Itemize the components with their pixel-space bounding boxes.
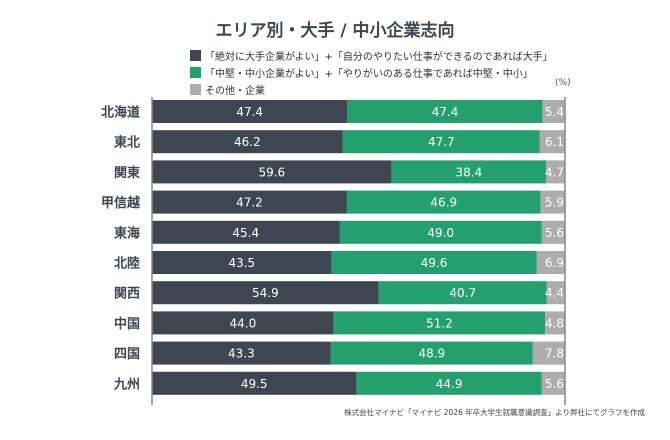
legend-label: 「絶対に大手企業がよい」+「自分のやりたい仕事ができるのであれば大手」 bbox=[205, 52, 553, 63]
bar-segment bbox=[330, 341, 533, 365]
data-label: 59.6 bbox=[258, 165, 285, 179]
data-label: 38.4 bbox=[456, 165, 483, 179]
data-label: 49.6 bbox=[421, 256, 448, 270]
bar-segment bbox=[541, 371, 565, 395]
bar-segment bbox=[152, 190, 347, 214]
category-label: 関東 bbox=[114, 165, 140, 181]
data-label: 47.7 bbox=[428, 135, 455, 149]
data-label: 4.7 bbox=[545, 165, 564, 179]
bar-segment bbox=[342, 130, 540, 154]
category-label: 東海 bbox=[114, 225, 140, 241]
data-label: 51.2 bbox=[426, 316, 453, 330]
bar-segment bbox=[152, 311, 334, 335]
legend-item-large: 「絶対に大手企業がよい」+「自分のやりたい仕事ができるのであれば大手」 bbox=[190, 48, 553, 63]
bar-segment bbox=[152, 130, 343, 154]
category-label: 九州 bbox=[113, 377, 140, 392]
data-label: 43.3 bbox=[228, 347, 255, 361]
chart-title: エリア別・大手 / 中小企業志向 bbox=[215, 21, 455, 41]
legend-swatch bbox=[190, 50, 201, 61]
data-label: 46.2 bbox=[234, 135, 261, 149]
unit-label: (%) bbox=[555, 78, 571, 88]
bar-segment bbox=[152, 220, 340, 244]
source-note: 株式会社マイナビ「マイナビ 2026 年卒大学生就職意識調査」より弊社にてグラフ… bbox=[344, 408, 645, 417]
bar-segment bbox=[536, 251, 565, 274]
data-label: 49.0 bbox=[427, 226, 454, 240]
bar-segment bbox=[152, 100, 348, 123]
legend-swatch bbox=[190, 84, 201, 95]
bar-segment bbox=[539, 130, 565, 154]
data-label: 6.1 bbox=[545, 135, 564, 149]
bar-segment bbox=[546, 160, 565, 184]
data-label: 5.6 bbox=[545, 226, 564, 240]
data-label: 4.8 bbox=[545, 316, 564, 330]
data-label: 47.2 bbox=[236, 196, 263, 210]
data-label: 44.0 bbox=[230, 316, 257, 330]
category-label: 東北 bbox=[114, 135, 140, 151]
bar-segment bbox=[152, 371, 357, 395]
data-label: 46.9 bbox=[430, 196, 457, 210]
bar-segment bbox=[152, 281, 379, 305]
data-label: 5.4 bbox=[545, 105, 564, 119]
bar-segment bbox=[545, 311, 565, 335]
data-label: 40.7 bbox=[449, 286, 476, 300]
data-label: 5.9 bbox=[545, 196, 564, 210]
legend-label: その他・企業 bbox=[205, 86, 265, 97]
category-label: 四国 bbox=[114, 347, 140, 362]
bar-segment bbox=[546, 281, 565, 305]
data-label: 48.9 bbox=[418, 347, 445, 361]
category-label: 甲信越 bbox=[101, 195, 141, 211]
bar-segment bbox=[339, 220, 542, 244]
data-label: 43.5 bbox=[228, 256, 255, 270]
bar-segment bbox=[541, 220, 565, 244]
category-label: 中国 bbox=[114, 316, 140, 332]
legend-item-small: 「中堅・中小企業がよい」+「やりがいのある仕事であれば中堅・中小」 bbox=[190, 65, 533, 80]
bar-segment bbox=[152, 251, 332, 274]
legend-label: 「中堅・中小企業がよい」+「やりがいのある仕事であれば中堅・中小」 bbox=[205, 69, 533, 80]
bar-segment bbox=[346, 190, 541, 214]
data-label: 54.9 bbox=[252, 286, 279, 300]
bar-segment bbox=[333, 311, 546, 335]
bar-segment bbox=[152, 160, 392, 184]
data-label: 6.9 bbox=[545, 256, 564, 270]
data-label: 44.9 bbox=[436, 377, 463, 391]
bar-segment bbox=[152, 341, 331, 365]
data-label: 7.8 bbox=[545, 347, 564, 361]
bar-segment bbox=[347, 100, 543, 123]
data-label: 47.4 bbox=[236, 105, 263, 119]
bar-segment bbox=[542, 100, 565, 123]
data-label: 47.4 bbox=[432, 105, 459, 119]
data-label: 45.4 bbox=[232, 226, 259, 240]
bar-segment bbox=[391, 160, 547, 184]
category-label: 北海道 bbox=[101, 105, 140, 121]
legend-swatch bbox=[190, 67, 201, 78]
bar-segment bbox=[331, 251, 537, 274]
legend-item-other: その他・企業 bbox=[190, 82, 265, 97]
bar-segment bbox=[356, 371, 542, 395]
category-label: 北陸 bbox=[114, 256, 140, 272]
bar-segment bbox=[540, 190, 565, 214]
data-label: 4.4 bbox=[545, 286, 564, 300]
data-label: 5.6 bbox=[545, 377, 564, 391]
bar-segment bbox=[378, 281, 547, 305]
category-label: 関西 bbox=[114, 287, 140, 302]
bar-segment bbox=[532, 341, 565, 365]
data-label: 49.5 bbox=[241, 377, 268, 391]
